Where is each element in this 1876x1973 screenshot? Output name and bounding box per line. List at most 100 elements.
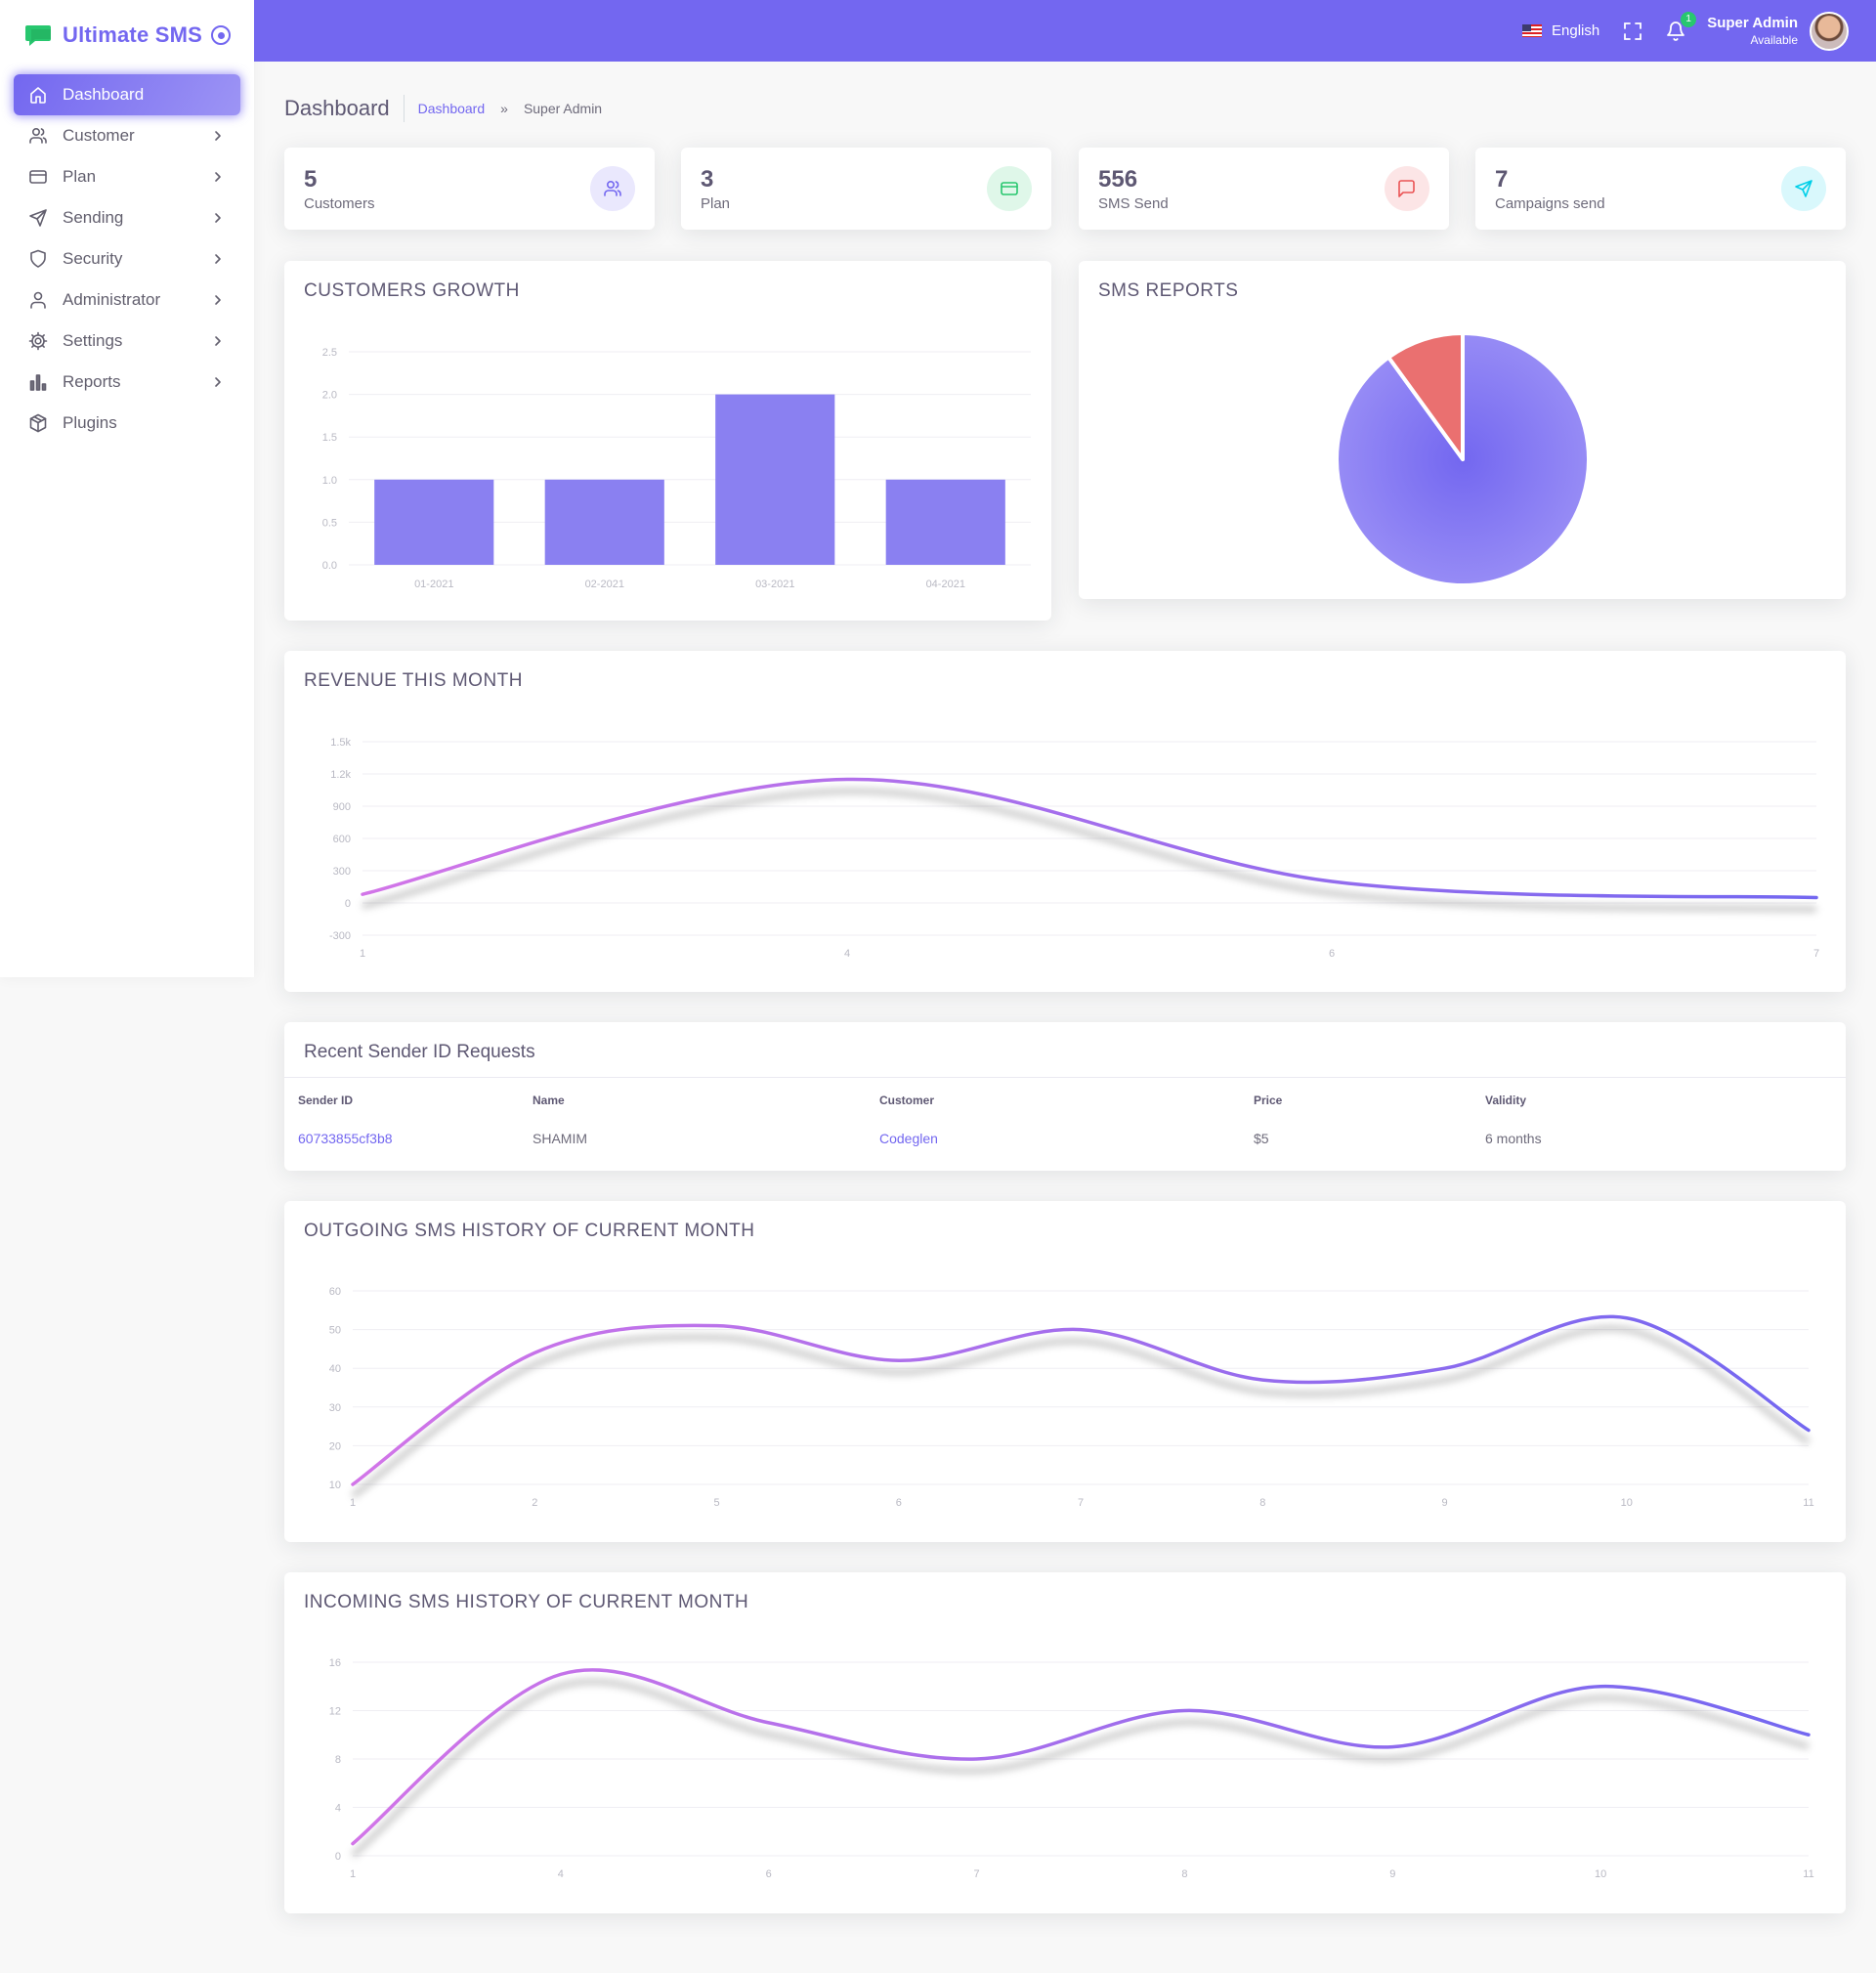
x-tick-label: 10 — [1621, 1497, 1633, 1509]
revenue-chart: -300 0 300 600 900 1.2k 1.5k 1 4 6 7 — [329, 737, 1819, 960]
sidebar-item-customer[interactable]: Customer — [14, 115, 240, 156]
sidebar-nav: Dashboard Customer Plan Sending Security Admi… — [0, 70, 254, 444]
y-tick-label: 0.0 — [322, 560, 337, 572]
sidebar-item-reports[interactable]: Reports — [14, 362, 240, 403]
send-icon — [27, 207, 49, 229]
y-tick-label: 0 — [345, 898, 351, 910]
stat-label: Customers — [304, 194, 375, 212]
sidebar-item-security[interactable]: Security — [14, 238, 240, 279]
breadcrumb-dashboard-link[interactable]: Dashboard — [417, 101, 486, 116]
sidebar-item-sending[interactable]: Sending — [14, 197, 240, 238]
pie-slice — [1386, 331, 1465, 461]
fullscreen-icon[interactable] — [1621, 20, 1644, 43]
y-tick-label: 30 — [329, 1402, 341, 1414]
chevron-right-icon — [211, 333, 227, 349]
y-tick-label: 0.5 — [322, 517, 337, 529]
sidebar-item-label: Customer — [63, 126, 135, 145]
y-tick-label: 60 — [329, 1286, 341, 1298]
breadcrumb-current: Super Admin — [523, 101, 603, 116]
y-tick-label: 1.5 — [322, 432, 337, 444]
users-icon — [590, 166, 635, 211]
message-icon — [1385, 166, 1429, 211]
bell-icon[interactable]: 1 — [1664, 11, 1697, 43]
chevron-right-icon — [211, 128, 227, 144]
gear-icon — [27, 330, 49, 352]
bar-chart-icon — [27, 371, 49, 393]
page-title: Dashboard — [284, 95, 405, 122]
sidebar-item-label: Dashboard — [63, 85, 145, 104]
bar — [885, 479, 1005, 565]
chevron-right-icon — [211, 374, 227, 390]
table-row: 60733855cf3b8 SHAMIM Codeglen $5 6 months — [284, 1119, 1846, 1160]
main-content: Dashboard Dashboard » Super Admin — [284, 62, 1846, 155]
home-icon — [27, 84, 49, 106]
column-header: Price — [1254, 1094, 1283, 1107]
bar — [544, 479, 664, 565]
sidebar-item-administrator[interactable]: Administrator — [14, 279, 240, 321]
stat-card-plan: 3 Plan — [681, 148, 1051, 230]
stat-value: 7 — [1495, 165, 1509, 193]
notification-badge: 1 — [1681, 11, 1697, 27]
topbar: English 1 Super Admin Available — [254, 0, 1876, 62]
series-line — [351, 1668, 1811, 1846]
chevron-right-icon — [211, 169, 227, 185]
stat-card-customers: 5 Customers — [284, 148, 655, 230]
series-line-shadow — [351, 1325, 1811, 1499]
x-tick-label: 6 — [1329, 948, 1335, 960]
outgoing-sms-card: OUTGOING SMS HISTORY OF CURRENT MONTH 10… — [284, 1201, 1846, 1542]
revenue-card: REVENUE THIS MONTH -300 0 300 600 900 1.2k 1.5… — [284, 651, 1846, 992]
incoming-sms-card: INCOMING SMS HISTORY OF CURRENT MONTH 0 4… — [284, 1572, 1846, 1913]
series-line-shadow — [362, 788, 1817, 913]
user-info[interactable]: Super Admin Available — [1707, 15, 1798, 47]
chevron-right-icon — [211, 292, 227, 308]
y-tick-label: 20 — [329, 1440, 341, 1452]
column-header: Sender ID — [298, 1094, 354, 1107]
y-tick-label: 50 — [329, 1325, 341, 1337]
stat-label: SMS Send — [1098, 194, 1169, 212]
customer-cell[interactable]: Codeglen — [879, 1131, 938, 1146]
sidebar-item-label: Settings — [63, 331, 123, 350]
sidebar-item-label: Sending — [63, 208, 124, 227]
x-tick-label: 2 — [532, 1497, 537, 1509]
customers-growth-title: CUSTOMERS GROWTH — [304, 280, 520, 301]
x-tick-label: 03-2021 — [755, 579, 794, 590]
chat-logo-icon — [25, 25, 51, 46]
x-tick-label: 1 — [350, 1868, 356, 1880]
sidebar-item-dashboard[interactable]: Dashboard — [14, 74, 240, 115]
sidebar-item-settings[interactable]: Settings — [14, 321, 240, 362]
x-tick-label: 9 — [1389, 1868, 1395, 1880]
y-tick-label: 1.0 — [322, 475, 337, 487]
incoming-sms-chart: 0 4 8 12 16 1 4 6 7 8 9 10 11 — [329, 1657, 1814, 1880]
sender-requests-card: Recent Sender ID Requests Sender ID Name C… — [284, 1022, 1846, 1171]
sender-id-cell[interactable]: 60733855cf3b8 — [298, 1131, 393, 1146]
stat-label: Campaigns send — [1495, 194, 1605, 212]
avatar[interactable] — [1810, 11, 1849, 51]
sender-requests-table: Sender ID Name Customer Price Validity 60733… — [284, 1077, 1846, 1160]
y-tick-label: 1.5k — [330, 737, 351, 749]
sidebar-item-plugins[interactable]: Plugins — [14, 403, 240, 444]
price-cell: $5 — [1254, 1131, 1269, 1146]
x-tick-label: 6 — [896, 1497, 902, 1509]
sidebar-item-label: Administrator — [63, 290, 161, 309]
incoming-sms-title: INCOMING SMS HISTORY OF CURRENT MONTH — [304, 1592, 749, 1612]
y-tick-label: -300 — [329, 930, 351, 942]
brand[interactable]: Ultimate SMS — [0, 0, 254, 70]
x-tick-label: 1 — [360, 948, 365, 960]
language-selector[interactable]: English — [1522, 22, 1599, 39]
sidebar-item-label: Plan — [63, 167, 97, 186]
series-line — [351, 1314, 1811, 1486]
series-line-shadow — [351, 1678, 1810, 1858]
x-tick-label: 8 — [1181, 1868, 1187, 1880]
sidebar-toggle-icon[interactable] — [211, 25, 231, 45]
y-tick-label: 0 — [335, 1851, 341, 1863]
sms-reports-card: SMS REPORTS — [1079, 261, 1846, 599]
chevron-right-icon — [211, 251, 227, 267]
user-name: Super Admin — [1707, 15, 1798, 31]
column-header: Validity — [1485, 1094, 1527, 1107]
user-status: Available — [1750, 33, 1798, 47]
send-icon — [1781, 166, 1826, 211]
x-tick-label: 10 — [1595, 1868, 1606, 1880]
sidebar-item-plan[interactable]: Plan — [14, 156, 240, 197]
bar — [715, 394, 835, 565]
x-tick-label: 02-2021 — [585, 579, 624, 590]
